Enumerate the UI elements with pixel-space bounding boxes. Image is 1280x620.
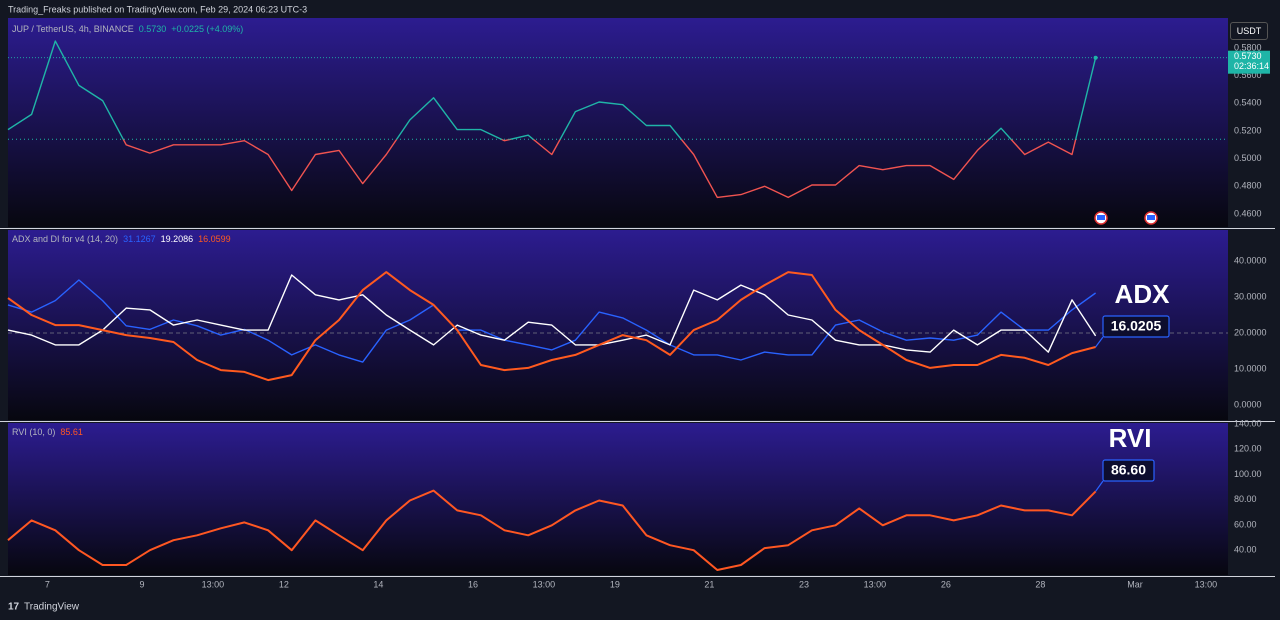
y-tick-label: 0.4800 xyxy=(1234,181,1262,191)
legend-value: 31.1267 xyxy=(123,234,156,244)
series-line xyxy=(7,279,1097,363)
currency-button[interactable]: USDT xyxy=(1230,22,1268,40)
legend-value: 85.61 xyxy=(60,427,83,437)
pane-bg xyxy=(8,18,1228,227)
pane-bg xyxy=(8,230,1228,420)
x-tick-label: 13:00 xyxy=(533,579,556,589)
legend-price: JUP / TetherUS, 4h, BINANCE 0.5730 +0.0225… xyxy=(12,24,248,34)
x-tick-label: Mar xyxy=(1127,579,1143,589)
legend-rvi: RVI (10, 0) 85.61 xyxy=(12,427,88,437)
legend-value: 19.2086 xyxy=(160,234,194,244)
price-label: 0.5730 xyxy=(1234,51,1262,61)
pane-bg xyxy=(8,423,1228,575)
legend-adx: ADX and DI for v4 (14, 20) 31.1267 19.2086… xyxy=(12,234,236,244)
legend-title: RVI (10, 0) xyxy=(12,427,56,437)
x-tick-label: 28 xyxy=(1035,579,1045,589)
footer-brand: TradingView xyxy=(24,602,80,613)
legend-title: JUP / TetherUS, 4h, BINANCE xyxy=(12,24,134,34)
y-tick-label: 60.00 xyxy=(1234,519,1257,529)
y-tick-label: 20.0000 xyxy=(1234,327,1267,337)
annotation-value: 16.0205 xyxy=(1111,318,1162,334)
y-tick-label: 0.5800 xyxy=(1234,42,1262,52)
y-tick-label: 0.4600 xyxy=(1234,208,1262,218)
logo: 17 xyxy=(8,602,20,613)
legend-last: 0.5730 xyxy=(138,24,167,34)
y-tick-label: 40.0000 xyxy=(1234,255,1267,265)
y-tick-label: 30.0000 xyxy=(1234,291,1267,301)
legend-title: ADX and DI for v4 (14, 20) xyxy=(12,234,119,244)
y-tick-label: 120.00 xyxy=(1234,444,1262,454)
last-point xyxy=(1093,55,1098,60)
x-tick-label: 14 xyxy=(373,579,383,589)
x-tick-label: 12 xyxy=(279,579,289,589)
legend-value: 16.0599 xyxy=(198,234,231,244)
x-tick-label: 23 xyxy=(799,579,809,589)
y-tick-label: 100.00 xyxy=(1234,469,1262,479)
y-tick-label: 80.00 xyxy=(1234,494,1257,504)
x-tick-label: 13:00 xyxy=(864,579,887,589)
annotation-leader xyxy=(1095,480,1104,492)
series-line xyxy=(7,274,1097,353)
event-flag xyxy=(1097,215,1105,220)
x-tick-label: 9 xyxy=(139,579,144,589)
x-tick-label: 7 xyxy=(45,579,50,589)
countdown: 02:36:14 xyxy=(1234,61,1269,71)
series-line xyxy=(7,271,1096,382)
header: Trading_Freaks published on TradingView.… xyxy=(8,4,307,14)
y-tick-label: 0.5000 xyxy=(1234,153,1262,163)
annotation-title: RVI xyxy=(1109,423,1152,453)
x-tick-label: 19 xyxy=(610,579,620,589)
annotation-box xyxy=(1102,459,1155,482)
x-tick-label: 16 xyxy=(468,579,478,589)
y-tick-label: 0.5200 xyxy=(1234,125,1262,135)
event-flag xyxy=(1147,215,1155,220)
legend-change: +0.0225 (+4.09%) xyxy=(171,24,244,34)
x-tick-label: 13:00 xyxy=(202,579,225,589)
x-tick-label: 13:00 xyxy=(1195,579,1218,589)
annotation-title: ADX xyxy=(1115,279,1171,309)
y-tick-label: 40.00 xyxy=(1234,545,1257,555)
y-tick-label: 10.0000 xyxy=(1234,363,1267,373)
x-tick-label: 21 xyxy=(704,579,714,589)
series-line xyxy=(7,489,1097,571)
y-tick-label: 140.00 xyxy=(1234,418,1262,428)
annotation-leader xyxy=(1095,336,1104,348)
annotation-value: 86.60 xyxy=(1111,462,1146,478)
y-tick-label: 0.5600 xyxy=(1234,70,1262,80)
y-tick-label: 0.0000 xyxy=(1234,399,1262,409)
x-tick-label: 26 xyxy=(941,579,951,589)
y-tick-label: 0.5400 xyxy=(1234,98,1262,108)
series-line xyxy=(7,40,1097,199)
price-box xyxy=(1228,50,1270,74)
annotation-box xyxy=(1102,315,1170,338)
